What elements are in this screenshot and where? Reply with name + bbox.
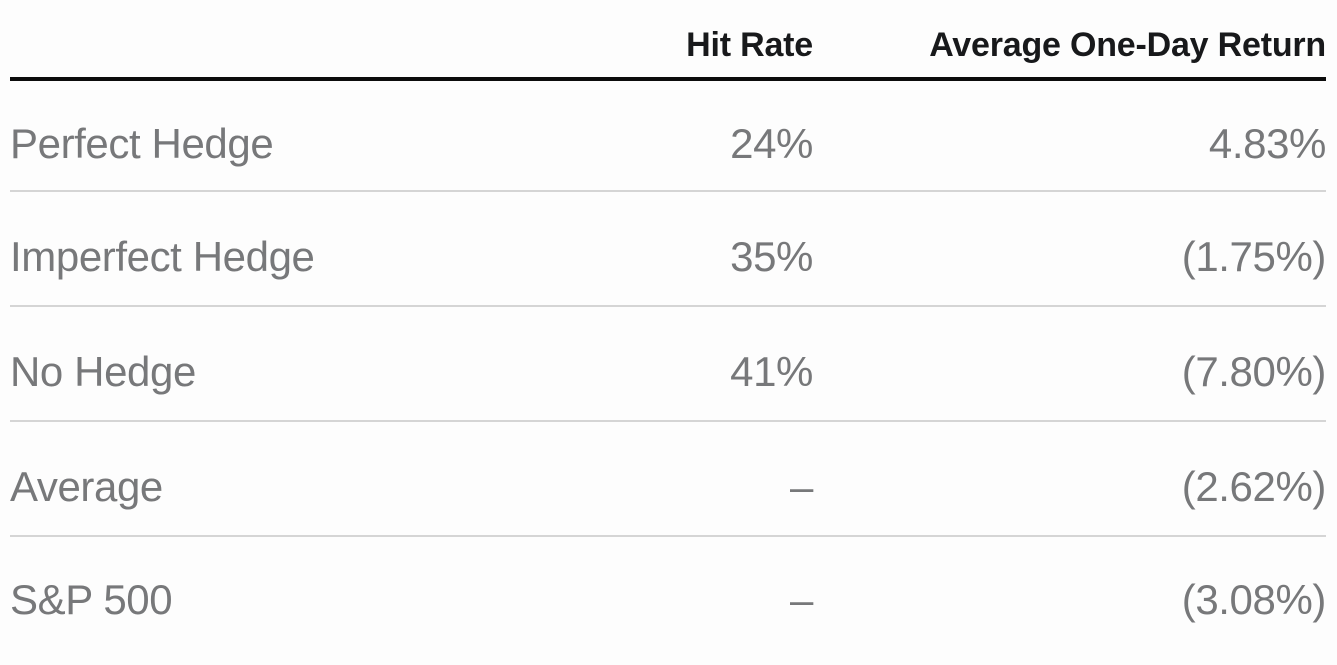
hit-rate-value: 24% xyxy=(730,119,813,167)
hit-rate-value: – xyxy=(790,576,813,623)
table-header-row: Hit Rate Average One-Day Return xyxy=(10,0,1326,81)
average-one-day-return-value: (2.62%) xyxy=(1181,462,1327,510)
hit-rate-value: 35% xyxy=(730,232,813,280)
row-label: S&P 500 xyxy=(10,576,173,623)
table-row-average: Average – (2.62%) xyxy=(10,422,1326,537)
average-one-day-return-value: (7.80%) xyxy=(1181,347,1327,395)
row-label: Average xyxy=(10,462,163,510)
column-header-hit-rate: Hit Rate xyxy=(686,26,813,64)
average-one-day-return-value: (3.08%) xyxy=(1181,576,1327,623)
hedge-performance-table: Hit Rate Average One-Day Return Perfect … xyxy=(10,0,1326,663)
table-row-no-hedge: No Hedge 41% (7.80%) xyxy=(10,307,1326,422)
row-label: Imperfect Hedge xyxy=(10,232,315,280)
table-row-perfect-hedge: Perfect Hedge 24% 4.83% xyxy=(10,81,1326,192)
hit-rate-value: – xyxy=(790,462,813,510)
table-row-sp-500: S&P 500 – (3.08%) xyxy=(10,537,1326,663)
row-label: No Hedge xyxy=(10,347,196,395)
table-row-imperfect-hedge: Imperfect Hedge 35% (1.75%) xyxy=(10,192,1326,307)
column-header-average-one-day-return: Average One-Day Return xyxy=(929,26,1326,64)
average-one-day-return-value: 4.83% xyxy=(1208,119,1326,167)
hit-rate-value: 41% xyxy=(730,347,813,395)
average-one-day-return-value: (1.75%) xyxy=(1181,232,1327,280)
row-label: Perfect Hedge xyxy=(10,119,274,167)
